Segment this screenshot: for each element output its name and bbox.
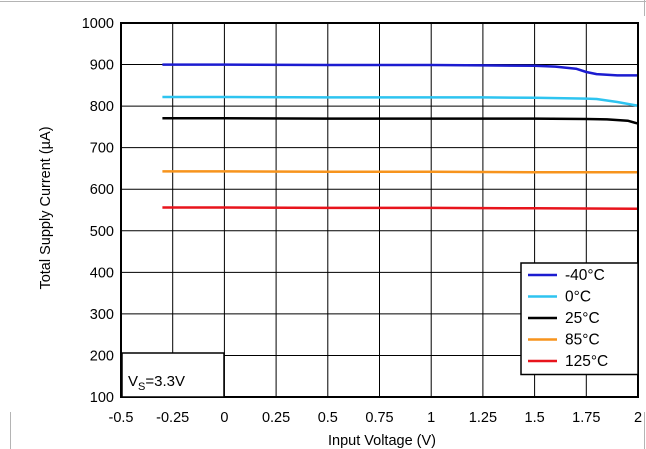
annotation-box: VS=3.3V (121, 352, 225, 398)
grid (121, 23, 638, 397)
x-tick-label: 1.75 (572, 410, 600, 426)
y-axis-title: Total Supply Current (µA) (38, 126, 54, 289)
x-axis-ticks: -0.5 -0.25 0 0.25 0.5 0.75 1 1.25 1.5 1.75 2 (109, 410, 643, 426)
y-tick-label: 700 (90, 141, 114, 157)
x-tick-label: 1.25 (469, 410, 497, 426)
y-tick-label: 400 (90, 265, 114, 281)
annotation-sub: S (138, 381, 145, 393)
series-line (162, 170, 638, 174)
y-tick-label: 900 (90, 58, 114, 74)
y-axis-ticks: 100 200 300 400 500 600 700 800 900 1000 (82, 16, 114, 406)
y-tick-label: 500 (90, 224, 114, 240)
y-tick-label: 100 (90, 390, 114, 406)
series-line (162, 63, 638, 77)
y-tick-label: 600 (90, 182, 114, 198)
x-tick-label: -0.5 (109, 410, 134, 426)
y-tick-label: 800 (90, 99, 114, 115)
plot-frame (120, 22, 639, 398)
annotation-prefix: V (128, 373, 138, 390)
series-line (162, 206, 639, 211)
annotation-text: VS=3.3V (128, 373, 185, 393)
x-tick-label: 0.25 (262, 410, 290, 426)
legend-label: 25°C (565, 310, 600, 327)
legend-label: 85°C (565, 332, 600, 349)
x-tick-label: 1.5 (525, 410, 545, 426)
y-tick-label: 300 (90, 307, 114, 323)
x-axis-title: Input Voltage (V) (328, 433, 436, 449)
x-tick-label: -0.25 (156, 410, 189, 426)
legend-label: 125°C (565, 353, 608, 370)
legend: -40°C 0°C 25°C 85°C 125°C (520, 262, 639, 376)
legend-label: 0°C (565, 289, 591, 306)
x-tick-label: 0.75 (365, 410, 393, 426)
y-tick-label: 200 (90, 348, 114, 364)
x-tick-label: 1 (427, 410, 435, 426)
y-tick-label: 1000 (82, 16, 114, 32)
x-tick-label: 0.5 (318, 410, 338, 426)
x-tick-label: 2 (634, 410, 642, 426)
series-line (162, 116, 639, 125)
series-line (162, 95, 639, 107)
legend-label: -40°C (565, 267, 605, 284)
annotation-suffix: =3.3V (145, 373, 185, 390)
x-tick-label: 0 (220, 410, 228, 426)
series-layer (162, 63, 639, 211)
